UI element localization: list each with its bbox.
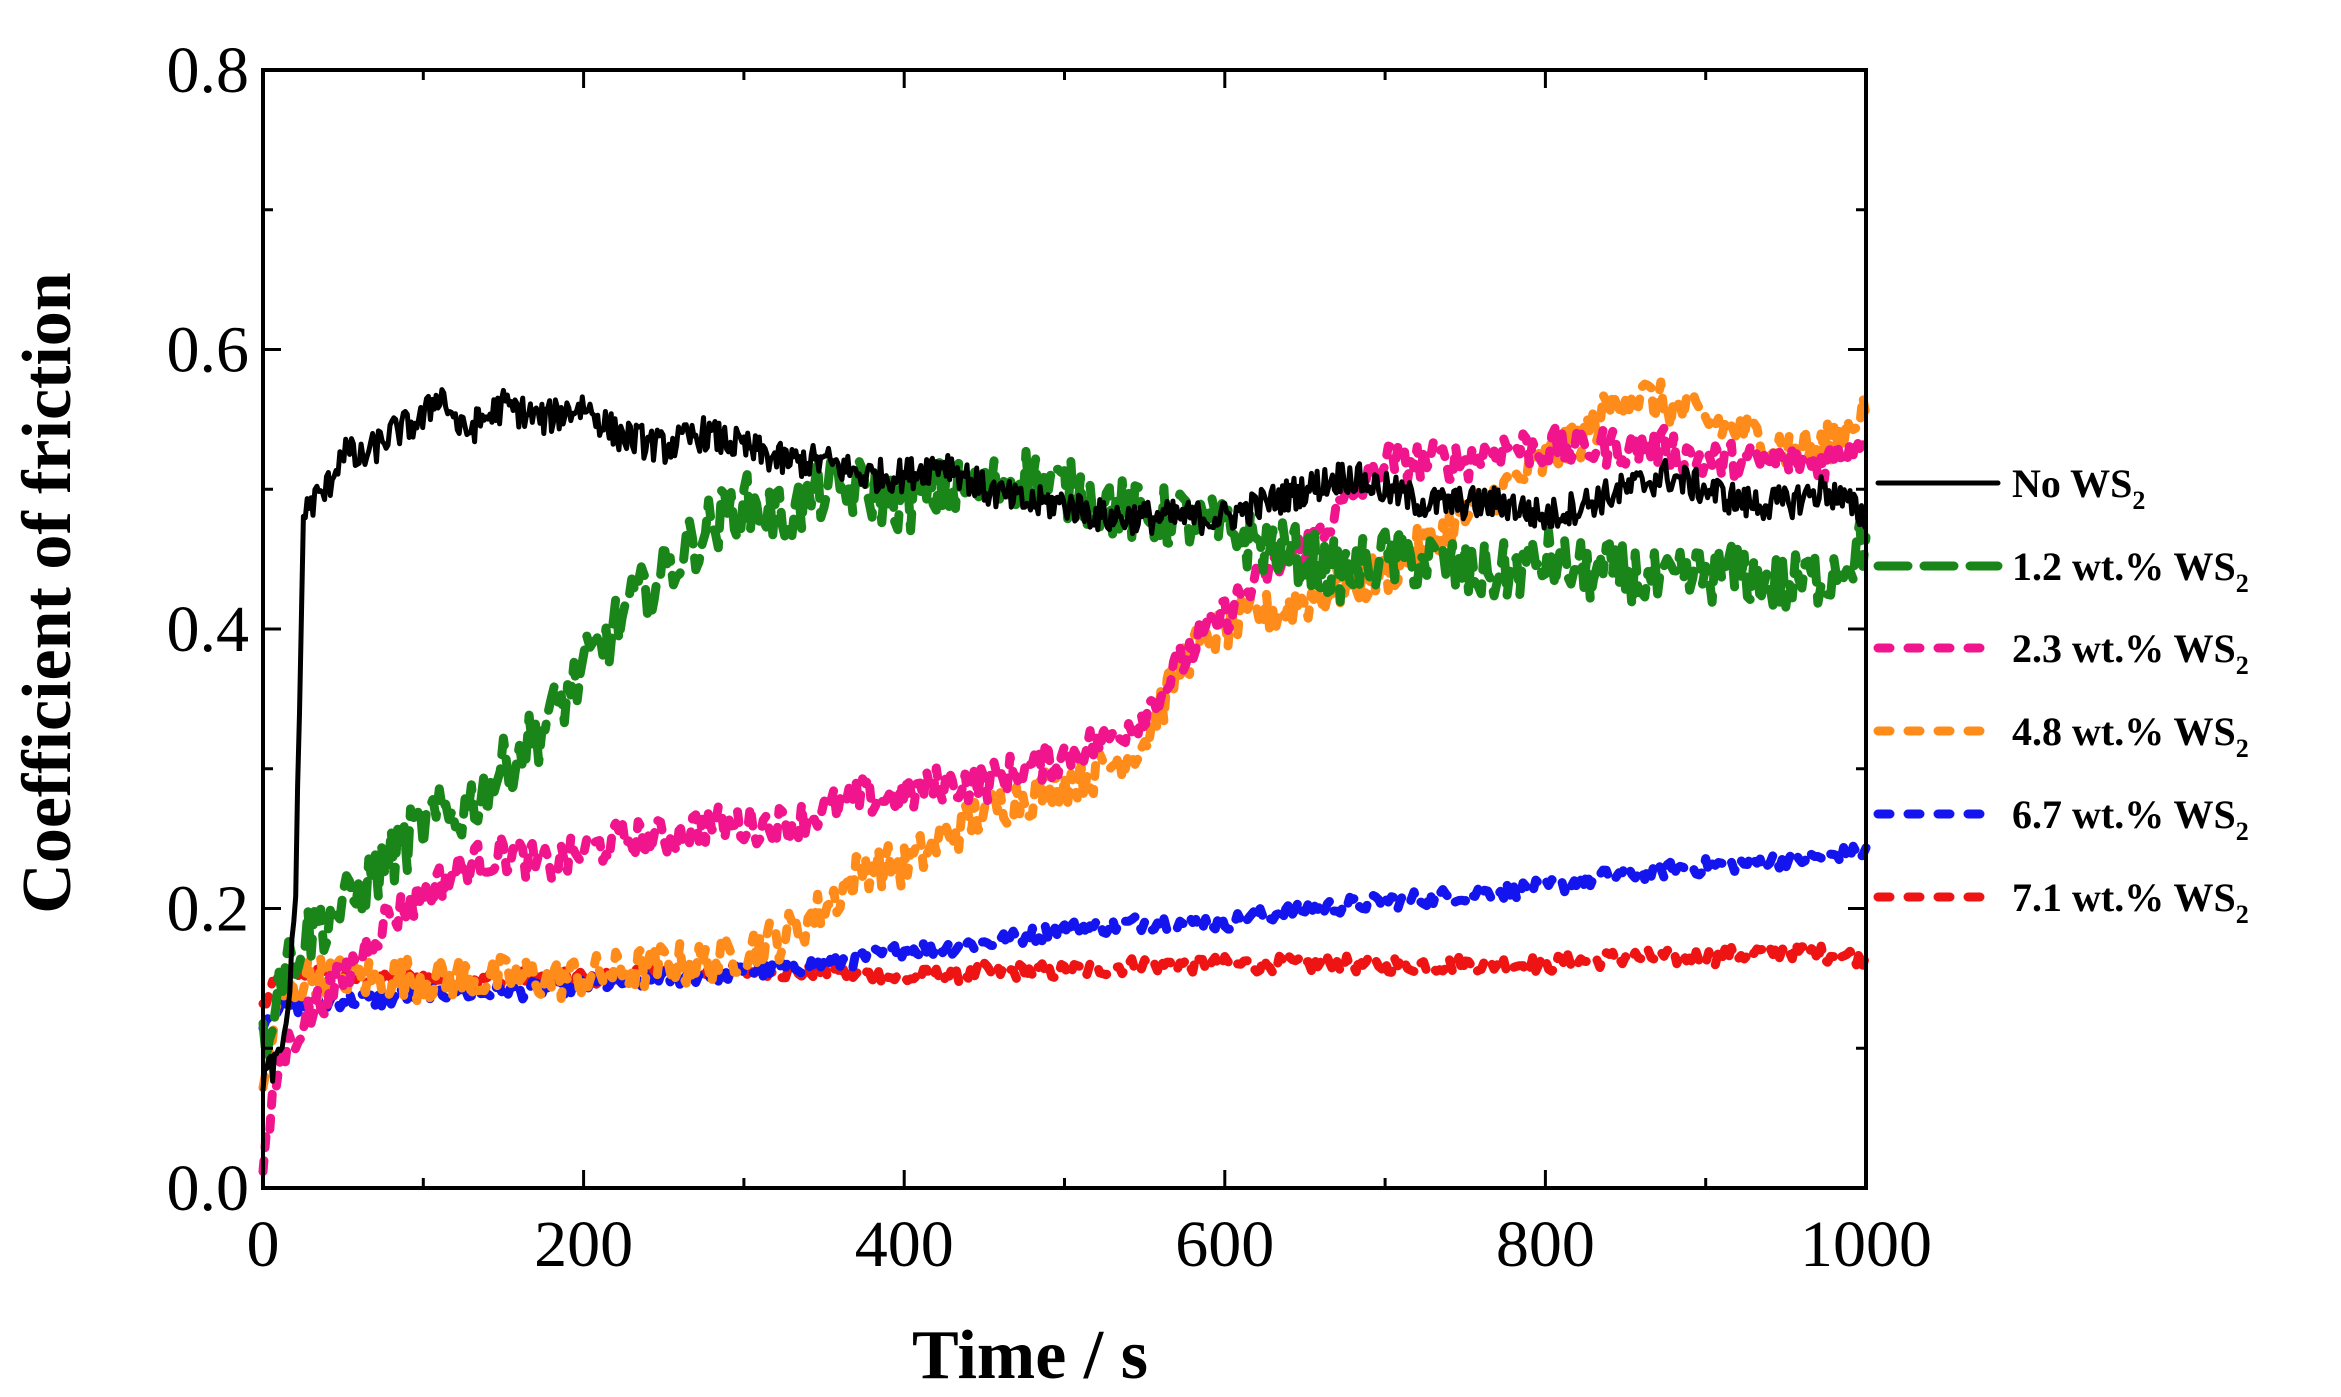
y-tick-label: 0.6 bbox=[167, 314, 250, 387]
legend-item-2: 1.2 wt.% WS2 bbox=[1873, 544, 2249, 598]
y-tick-label: 0.2 bbox=[167, 873, 250, 946]
legend-item-5: 6.7 wt.% WS2 bbox=[1873, 792, 2249, 846]
series-layer bbox=[258, 377, 1871, 1177]
legend-item-6: 7.1 wt.% WS2 bbox=[1873, 875, 2249, 929]
legend-item-4: 4.8 wt.% WS2 bbox=[1873, 709, 2249, 763]
x-tick-label: 0 bbox=[247, 1208, 280, 1281]
y-axis-title: Coefficient of friction bbox=[9, 272, 86, 913]
y-tick-label: 0.0 bbox=[167, 1152, 250, 1225]
series-line-5 bbox=[258, 841, 1871, 1033]
x-tick-label: 400 bbox=[855, 1208, 954, 1281]
series-line-1 bbox=[260, 387, 1868, 1093]
legend-label: No WS2 bbox=[2012, 461, 2145, 515]
x-tick-label: 1000 bbox=[1800, 1208, 1932, 1281]
legend-label: 6.7 wt.% WS2 bbox=[2012, 792, 2249, 846]
series-5 bbox=[258, 841, 1871, 1033]
legend-label: 2.3 wt.% WS2 bbox=[2012, 626, 2249, 680]
series-line-3 bbox=[258, 423, 1871, 1177]
x-axis-title: Time / s bbox=[912, 1317, 1148, 1394]
series-line-2 bbox=[258, 446, 1871, 1063]
series-3 bbox=[258, 423, 1871, 1177]
axes-layer: 0 200 400 600 800 1000 0.0 0.2 0.4 0.6 0.8 bbox=[167, 34, 1933, 1281]
plot-frame bbox=[261, 68, 1868, 1190]
y-tick-label: 0.4 bbox=[167, 593, 250, 666]
series-2 bbox=[258, 446, 1871, 1063]
x-tick-label: 200 bbox=[534, 1208, 633, 1281]
legend: No WS2 1.2 wt.% WS2 2.3 wt.% WS2 4.8 wt.% W… bbox=[1873, 461, 2249, 929]
y-tick-label: 0.8 bbox=[167, 34, 250, 107]
legend-label: 1.2 wt.% WS2 bbox=[2012, 544, 2249, 598]
legend-label: 4.8 wt.% WS2 bbox=[2012, 709, 2249, 763]
legend-item-1: No WS2 bbox=[1875, 461, 2145, 515]
x-tick-label: 800 bbox=[1496, 1208, 1595, 1281]
x-tick-label: 600 bbox=[1175, 1208, 1274, 1281]
series-1 bbox=[260, 387, 1868, 1093]
legend-label: 7.1 wt.% WS2 bbox=[2012, 875, 2249, 929]
legend-item-3: 2.3 wt.% WS2 bbox=[1873, 626, 2249, 680]
